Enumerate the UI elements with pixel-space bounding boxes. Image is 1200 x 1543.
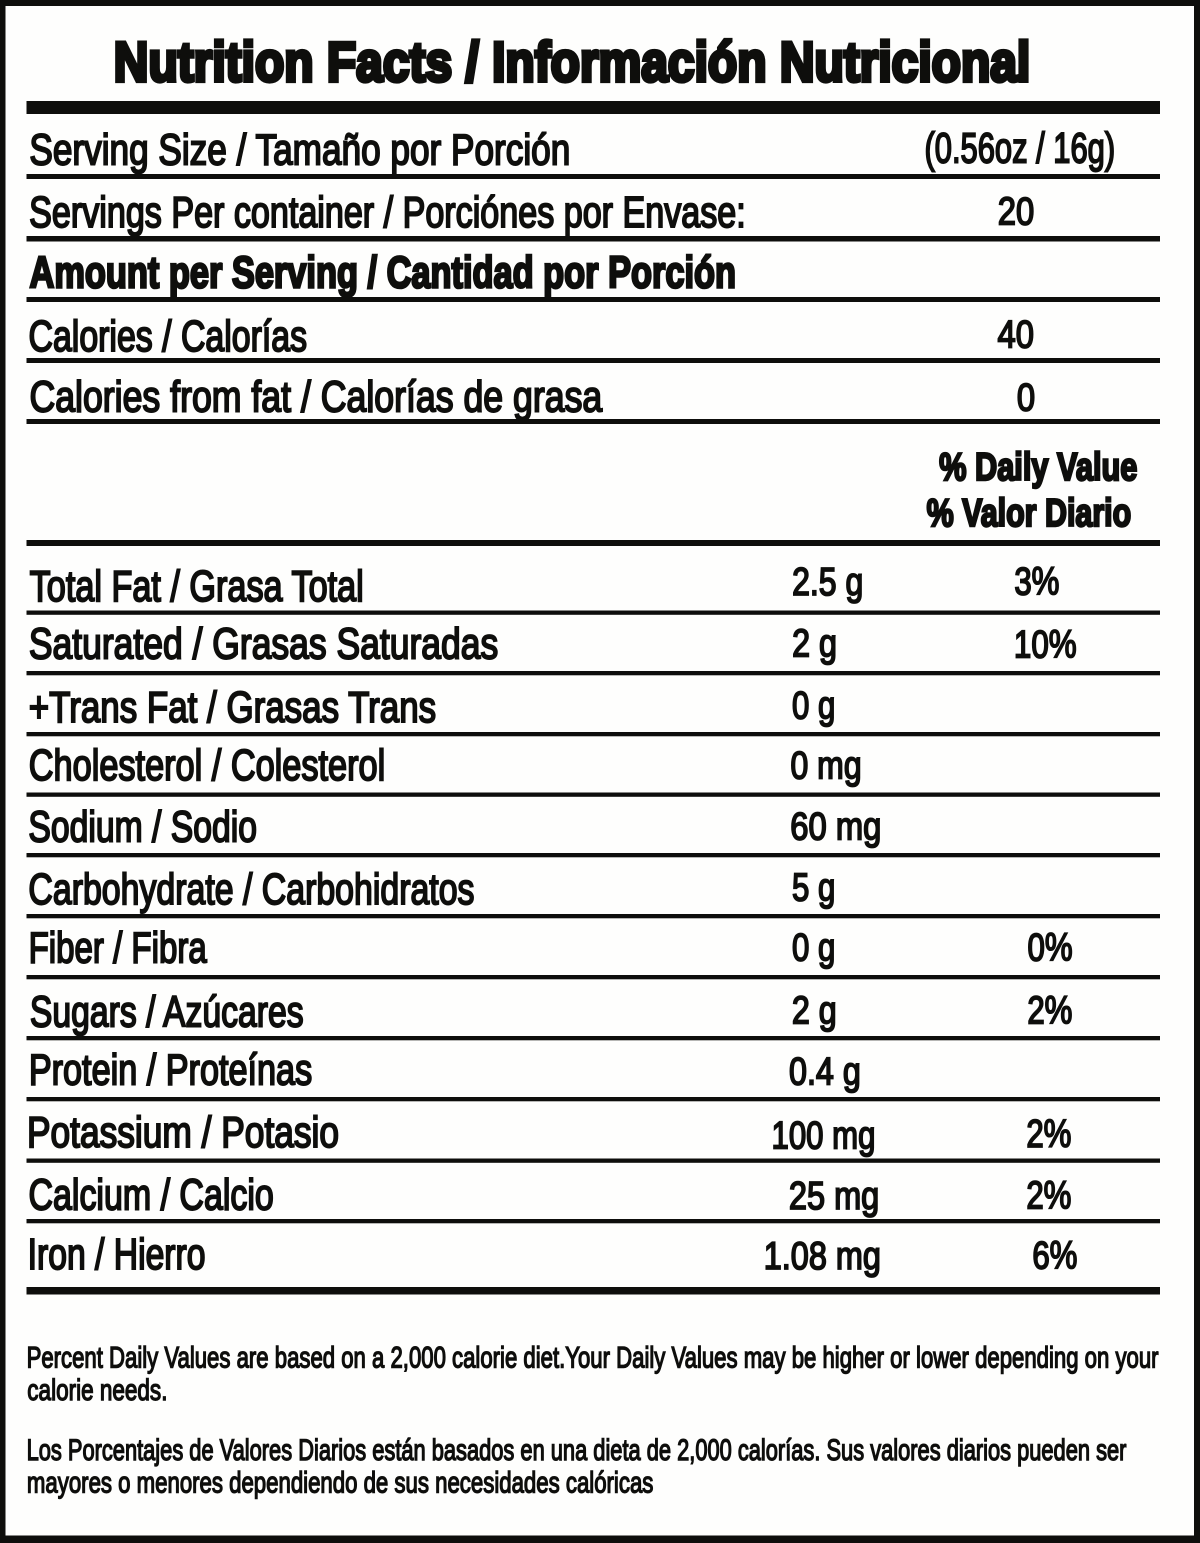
svg-text:Calcium / Calcio: Calcium / Calcio xyxy=(28,1171,273,1219)
svg-text:5 g: 5 g xyxy=(792,866,835,909)
svg-text:% Daily Value: % Daily Value xyxy=(939,446,1137,489)
svg-text:Calories from fat / Calorías d: Calories from fat / Calorías de grasa xyxy=(29,373,603,421)
svg-text:1.08 mg: 1.08 mg xyxy=(764,1234,881,1278)
svg-text:Cholesterol / Colesterol: Cholesterol / Colesterol xyxy=(29,742,385,790)
svg-text:Total Fat / Grasa Total: Total Fat / Grasa Total xyxy=(30,563,364,611)
svg-text:Serving Size / Tamaño por Porc: Serving Size / Tamaño por Porción xyxy=(29,126,570,174)
svg-text:Potassium / Potasio: Potassium / Potasio xyxy=(27,1109,339,1157)
svg-text:Nutrition Facts / Información: Nutrition Facts / Información Nutriciona… xyxy=(114,32,1030,94)
svg-text:2 g: 2 g xyxy=(792,622,837,666)
svg-text:calorie needs.: calorie needs. xyxy=(27,1373,167,1407)
svg-text:Los Porcentajes de Valores Dia: Los Porcentajes de Valores Diarios están… xyxy=(27,1432,1127,1466)
svg-text:0%: 0% xyxy=(1028,926,1073,969)
svg-text:Protein / Proteínas: Protein / Proteínas xyxy=(29,1047,312,1095)
svg-text:+Trans Fat / Grasas Trans: +Trans Fat / Grasas Trans xyxy=(29,683,436,732)
svg-text:(0.56oz / 16g): (0.56oz / 16g) xyxy=(924,123,1115,171)
svg-text:mayores o menores dependiendo: mayores o menores dependiendo de sus nec… xyxy=(27,1465,653,1499)
svg-text:% Valor Diario: % Valor Diario xyxy=(927,491,1132,534)
svg-text:2.5 g: 2.5 g xyxy=(792,560,863,604)
svg-text:25 mg: 25 mg xyxy=(789,1174,879,1217)
svg-text:2 g: 2 g xyxy=(792,989,837,1033)
svg-text:2%: 2% xyxy=(1026,1113,1071,1156)
svg-text:0 g: 0 g xyxy=(792,926,835,969)
svg-text:0.4 g: 0.4 g xyxy=(789,1050,861,1094)
svg-text:3%: 3% xyxy=(1014,560,1059,603)
svg-text:Percent Daily Values are based: Percent Daily Values are based on a 2,00… xyxy=(27,1340,1159,1374)
svg-text:Amount per Serving / Cantidad: Amount per Serving / Cantidad por Porció… xyxy=(30,248,736,297)
svg-text:2%: 2% xyxy=(1027,989,1072,1032)
svg-text:10%: 10% xyxy=(1014,623,1077,666)
svg-text:20: 20 xyxy=(998,189,1034,233)
svg-text:100 mg: 100 mg xyxy=(772,1114,876,1157)
svg-text:Sodium / Sodio: Sodium / Sodio xyxy=(28,803,257,851)
svg-text:Saturated / Grasas Saturadas: Saturated / Grasas Saturadas xyxy=(29,620,498,668)
svg-text:Calories / Calorías: Calories / Calorías xyxy=(29,313,308,361)
svg-text:Servings Per container / Porci: Servings Per container / Porciónes por E… xyxy=(29,189,746,237)
svg-text:Sugars / Azúcares: Sugars / Azúcares xyxy=(30,988,304,1036)
svg-text:Fiber / Fibra: Fiber / Fibra xyxy=(29,924,208,972)
svg-text:0 g: 0 g xyxy=(792,684,835,727)
svg-text:0 mg: 0 mg xyxy=(791,744,862,788)
svg-text:40: 40 xyxy=(998,312,1034,356)
svg-text:Iron / Hierro: Iron / Hierro xyxy=(28,1231,206,1279)
svg-text:2%: 2% xyxy=(1026,1174,1071,1217)
svg-text:6%: 6% xyxy=(1032,1234,1077,1277)
svg-text:Carbohydrate / Carbohidratos: Carbohydrate / Carbohidratos xyxy=(28,866,474,914)
svg-text:0: 0 xyxy=(1017,375,1035,419)
svg-text:60 mg: 60 mg xyxy=(790,804,881,848)
